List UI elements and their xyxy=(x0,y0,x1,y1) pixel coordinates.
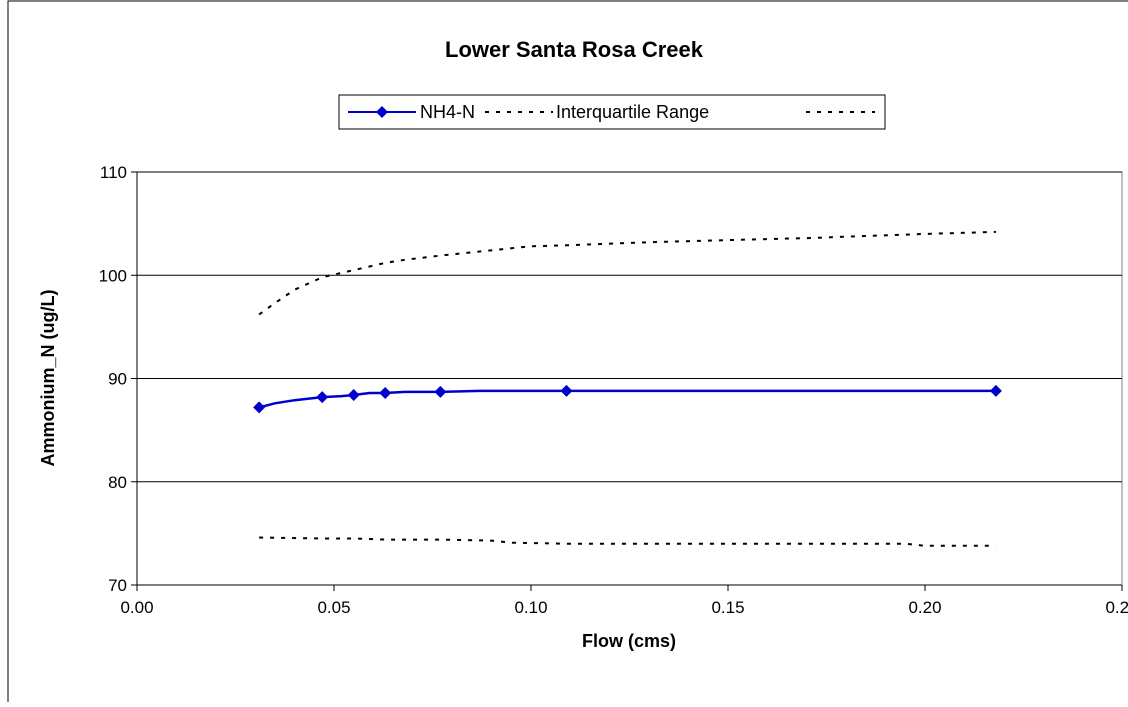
data-point xyxy=(560,384,573,397)
data-point xyxy=(253,401,266,414)
x-tick-label: 0.25 xyxy=(1105,598,1128,617)
x-axis-label: Flow (cms) xyxy=(582,631,676,651)
series-layer xyxy=(253,230,1002,547)
x-tick-label: 0.05 xyxy=(317,598,350,617)
x-tick-label: 0.15 xyxy=(711,598,744,617)
y-tick-label: 110 xyxy=(100,163,127,182)
data-point xyxy=(316,391,329,404)
x-tick-label: 0.20 xyxy=(908,598,941,617)
x-tick-label: 0.10 xyxy=(514,598,547,617)
gridlines xyxy=(137,171,1122,483)
series-line-2 xyxy=(259,536,996,547)
chart-border xyxy=(7,0,1128,707)
legend-label-iqr: Interquartile Range xyxy=(556,102,709,122)
ticks: 70 80 90 100 110 0.00 0.05 0.10 0.15 0.20 0.25 xyxy=(99,163,1128,617)
legend-label-nh4: NH4-N xyxy=(420,102,475,122)
y-tick-label: 90 xyxy=(108,370,127,389)
x-tick-label: 0.00 xyxy=(120,598,153,617)
series-line-1 xyxy=(258,230,996,316)
data-point xyxy=(347,389,360,402)
y-tick-label: 70 xyxy=(108,576,127,595)
series-line-0 xyxy=(258,389,996,409)
legend: NH4-N Interquartile Range xyxy=(338,94,886,130)
y-tick-label: 100 xyxy=(99,266,127,285)
chart-title: Lower Santa Rosa Creek xyxy=(445,37,704,62)
y-axis-label: Ammonium_N (ug/L) xyxy=(38,290,58,467)
legend-marker-nh4 xyxy=(376,106,388,118)
legend-box xyxy=(338,94,886,130)
y-tick-label: 80 xyxy=(108,473,127,492)
data-point xyxy=(379,386,392,399)
data-point xyxy=(434,385,447,398)
data-point xyxy=(989,384,1002,397)
